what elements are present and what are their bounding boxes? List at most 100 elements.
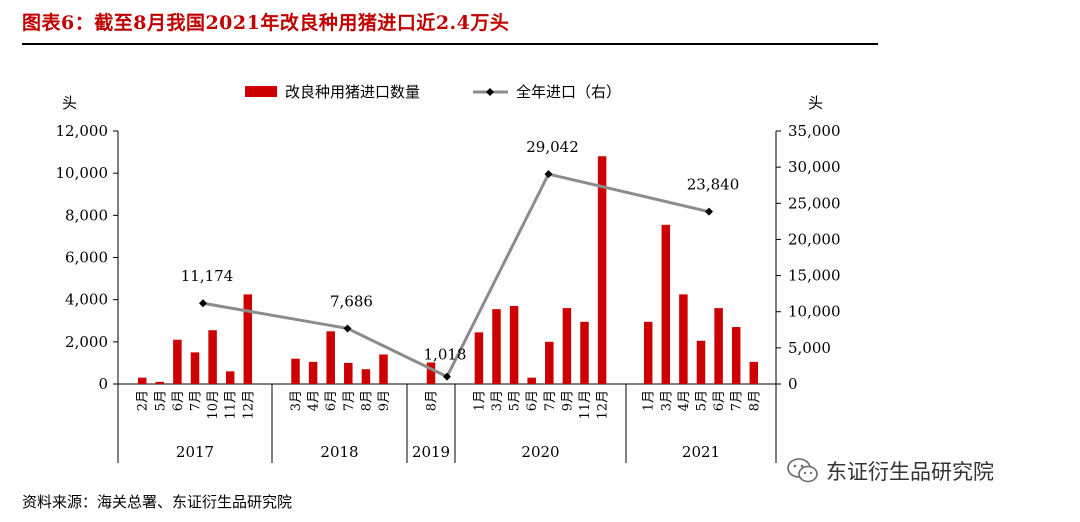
right-tick-label: 35,000 (788, 122, 841, 140)
bar (731, 327, 741, 384)
bar (527, 377, 536, 384)
right-tick-label: 20,000 (788, 230, 841, 248)
annual-data-label: 7,686 (330, 292, 373, 310)
chart: 0 2,000 4,000 6,000 8,000 10,000 12,000 0 5,000 1… (56, 83, 841, 463)
bar (509, 305, 519, 384)
year-label: 2017 (176, 443, 214, 461)
month-tick-label: 5月 (508, 390, 523, 411)
month-tick-label: 7月 (342, 390, 357, 411)
legend-bar-label: 改良种用猪进口数量 (285, 83, 420, 101)
bar (714, 308, 723, 384)
bar (597, 156, 607, 384)
bar (379, 354, 388, 384)
bar (679, 294, 688, 384)
annual-point-marker (544, 170, 553, 179)
annual-data-label: 1,018 (424, 346, 467, 364)
month-tick-label: 7月 (543, 390, 558, 411)
bar (326, 331, 335, 384)
month-tick-label: 6月 (525, 390, 540, 411)
bar (190, 352, 200, 384)
bar (308, 361, 318, 384)
bar (696, 340, 706, 384)
month-tick-label: 1月 (472, 390, 487, 411)
month-tick-label: 12月 (596, 390, 611, 420)
month-tick-label: 8月 (425, 390, 440, 411)
month-tick-label: 5月 (695, 390, 710, 411)
left-axis-unit: 头 (62, 94, 77, 112)
month-tick-label: 8月 (747, 390, 762, 411)
left-tick-label: 4,000 (65, 291, 108, 309)
annual-data-label: 29,042 (526, 138, 579, 156)
bar (208, 330, 217, 384)
legend-line-label: 全年进口（右） (516, 83, 621, 101)
bar (580, 321, 589, 384)
bar (661, 224, 671, 384)
source-note: 资料来源：海关总署、东证衍生品研究院 (22, 493, 293, 511)
right-tick-label: 5,000 (788, 339, 831, 357)
month-tick-label: 11月 (224, 390, 239, 420)
bar (344, 362, 353, 384)
bar (243, 294, 253, 384)
right-tick-label: 25,000 (788, 194, 841, 212)
bar (291, 358, 300, 384)
bar (474, 332, 484, 384)
bar (173, 339, 182, 384)
month-tick-label: 8月 (359, 390, 374, 411)
right-tick-label: 15,000 (788, 267, 841, 285)
watermark: 东证衍生品研究院 (786, 456, 994, 486)
month-tick-label: 9月 (377, 390, 392, 411)
month-tick-label: 6月 (324, 390, 339, 411)
bar (155, 381, 165, 384)
month-tick-label: 11月 (578, 390, 593, 420)
bar (562, 308, 572, 384)
right-tick-label: 0 (788, 375, 798, 393)
month-tick-label: 3月 (289, 390, 304, 411)
year-label: 2021 (682, 443, 720, 461)
annual-point-marker (705, 207, 713, 216)
month-tick-label: 7月 (189, 390, 204, 411)
left-tick-label: 0 (98, 375, 108, 393)
left-tick-label: 8,000 (65, 206, 108, 224)
bar (426, 362, 436, 384)
month-tick-label: 4月 (307, 390, 322, 411)
left-tick-label: 12,000 (56, 122, 109, 140)
right-tick-label: 30,000 (788, 158, 841, 176)
left-tick-label: 2,000 (65, 333, 108, 351)
bar (545, 341, 554, 384)
year-label: 2020 (521, 443, 559, 461)
bar (643, 321, 653, 384)
annual-data-label: 23,840 (687, 176, 740, 194)
month-tick-label: 10月 (206, 390, 221, 420)
title-divider (22, 43, 878, 45)
legend-bar-swatch (245, 86, 277, 97)
bar (361, 369, 371, 384)
bar (137, 377, 147, 384)
month-tick-label: 1月 (642, 390, 657, 411)
month-tick-label: 3月 (659, 390, 674, 411)
month-tick-label: 6月 (712, 390, 727, 411)
legend-line-marker (486, 88, 494, 96)
watermark-text: 东证衍生品研究院 (826, 460, 994, 484)
right-axis-unit: 头 (808, 94, 823, 112)
left-tick-label: 6,000 (65, 249, 108, 267)
month-tick-label: 3月 (490, 390, 505, 411)
annual-point-marker (199, 299, 207, 308)
month-tick-label: 5月 (153, 390, 168, 411)
month-tick-label: 9月 (560, 390, 575, 411)
month-tick-label: 12月 (241, 390, 256, 420)
annual-point-marker (443, 372, 451, 381)
annual-point-marker (343, 324, 352, 333)
chart-title: 图表6：截至8月我国2021年改良种用猪进口近2.4万头 (22, 12, 510, 34)
month-tick-label: 2月 (136, 390, 151, 411)
year-label: 2019 (412, 443, 450, 461)
month-tick-label: 7月 (730, 390, 745, 411)
year-label: 2018 (320, 443, 358, 461)
bar (492, 309, 501, 384)
bar (749, 361, 759, 384)
bar (225, 371, 235, 384)
annual-data-label: 11,174 (181, 267, 234, 285)
left-tick-label: 10,000 (56, 164, 109, 182)
wechat-icon (787, 458, 818, 483)
month-tick-label: 6月 (171, 390, 186, 411)
right-tick-label: 10,000 (788, 303, 841, 321)
